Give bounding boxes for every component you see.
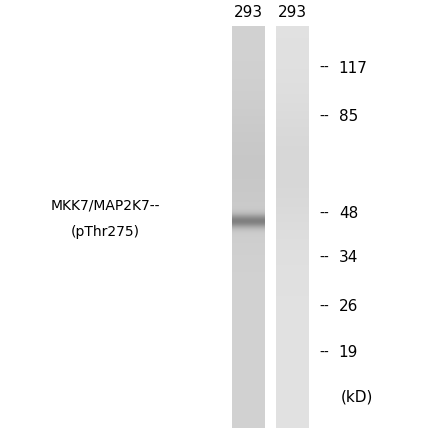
- Text: 293: 293: [234, 5, 263, 20]
- Text: (pThr275): (pThr275): [71, 224, 140, 239]
- Text: MKK7/MAP2K7--: MKK7/MAP2K7--: [51, 198, 160, 212]
- Text: 48: 48: [339, 206, 358, 221]
- Text: --: --: [319, 207, 329, 221]
- Text: 19: 19: [339, 345, 358, 360]
- Text: 117: 117: [339, 61, 368, 76]
- Text: --: --: [319, 110, 329, 124]
- Text: 26: 26: [339, 299, 358, 314]
- Text: --: --: [319, 251, 329, 265]
- Text: --: --: [319, 61, 329, 75]
- Text: 293: 293: [278, 5, 307, 20]
- Text: 85: 85: [339, 109, 358, 124]
- Text: --: --: [319, 299, 329, 314]
- Text: (kD): (kD): [341, 389, 374, 404]
- Text: 34: 34: [339, 250, 358, 265]
- Text: --: --: [319, 346, 329, 360]
